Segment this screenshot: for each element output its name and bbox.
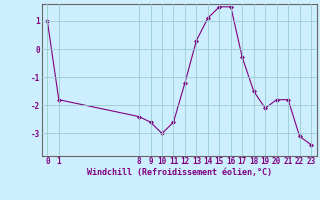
X-axis label: Windchill (Refroidissement éolien,°C): Windchill (Refroidissement éolien,°C) [87, 168, 272, 177]
